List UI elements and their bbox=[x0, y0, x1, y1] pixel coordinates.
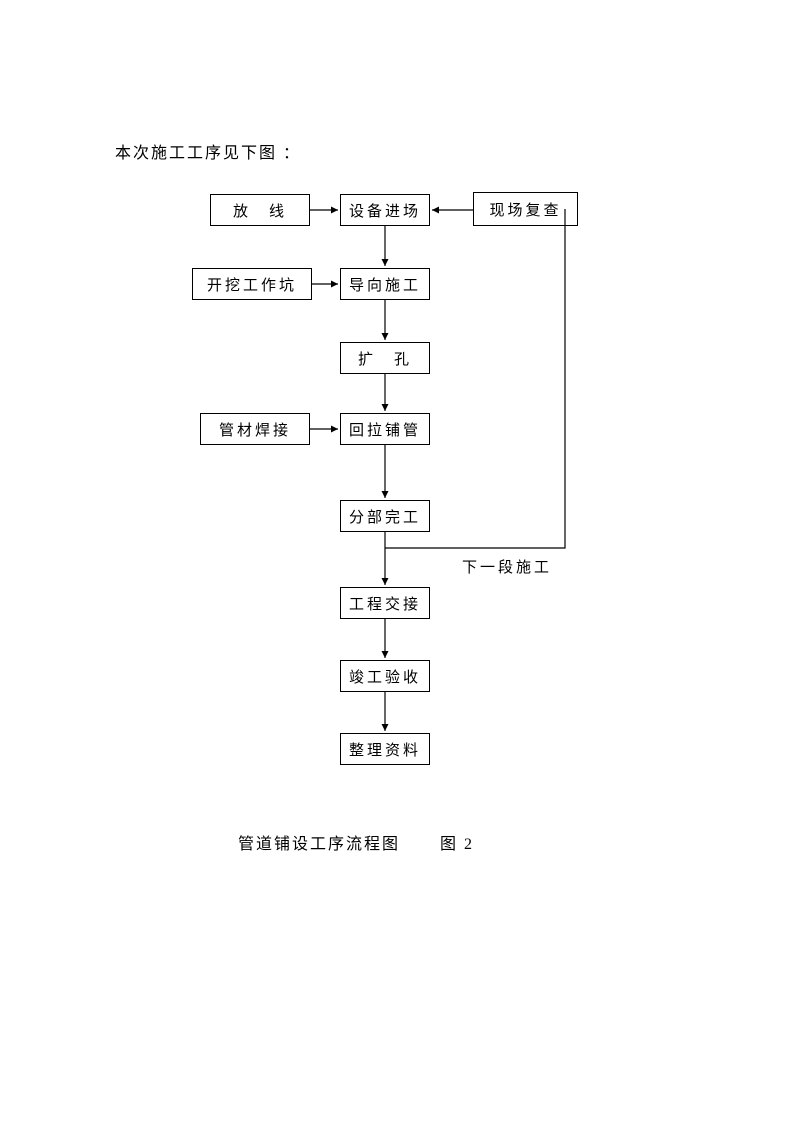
node-acceptance: 竣工验收 bbox=[340, 660, 430, 692]
intro-text: 本次施工工序见下图 ： bbox=[115, 139, 301, 163]
node-handover: 工程交接 bbox=[340, 587, 430, 619]
figure-number: 图 2 bbox=[440, 830, 474, 854]
node-label: 扩 孔 bbox=[358, 348, 412, 369]
node-label: 设备进场 bbox=[349, 200, 421, 221]
flowchart-connectors bbox=[0, 0, 800, 1133]
node-equipment-in: 设备进场 bbox=[340, 194, 430, 226]
node-guided-drilling: 导向施工 bbox=[340, 268, 430, 300]
node-label: 竣工验收 bbox=[349, 666, 421, 687]
label-next-section: 下一段施工 bbox=[462, 556, 552, 577]
node-label: 回拉铺管 bbox=[349, 419, 421, 440]
node-label: 开挖工作坑 bbox=[207, 274, 297, 295]
node-pullback-laying: 回拉铺管 bbox=[340, 413, 430, 445]
node-set-line: 放 线 bbox=[210, 194, 310, 226]
node-label: 放 线 bbox=[233, 200, 287, 221]
node-label: 工程交接 bbox=[349, 593, 421, 614]
node-label: 整理资料 bbox=[349, 739, 421, 760]
node-reaming: 扩 孔 bbox=[340, 342, 430, 374]
node-excavate-pit: 开挖工作坑 bbox=[192, 268, 312, 300]
figure-caption: 管道铺设工序流程图 bbox=[238, 830, 400, 854]
node-section-complete: 分部完工 bbox=[340, 500, 430, 532]
node-label: 现场复查 bbox=[489, 199, 561, 220]
node-label: 分部完工 bbox=[349, 506, 421, 527]
node-organize-docs: 整理资料 bbox=[340, 733, 430, 765]
node-label: 管材焊接 bbox=[219, 419, 291, 440]
node-site-recheck: 现场复查 bbox=[473, 192, 578, 226]
node-pipe-welding: 管材焊接 bbox=[200, 413, 310, 445]
node-label: 导向施工 bbox=[349, 274, 421, 295]
